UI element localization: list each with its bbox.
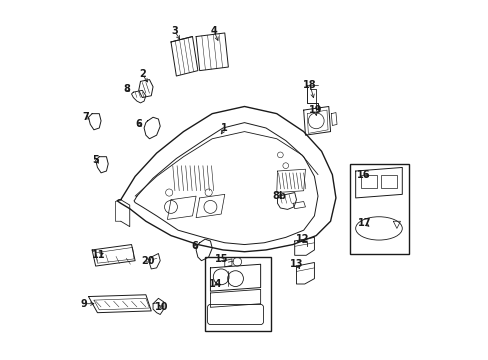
Text: 6: 6 xyxy=(135,120,142,129)
Text: 20: 20 xyxy=(141,256,154,266)
Bar xyxy=(349,164,408,253)
Text: 4: 4 xyxy=(210,26,217,36)
Text: 2: 2 xyxy=(139,69,145,79)
Text: 17: 17 xyxy=(357,218,370,228)
Text: 7: 7 xyxy=(82,112,89,122)
Bar xyxy=(360,175,376,188)
Text: 16: 16 xyxy=(356,170,370,180)
Text: 18: 18 xyxy=(303,80,316,90)
Text: 8b: 8b xyxy=(272,191,286,201)
Text: 13: 13 xyxy=(289,259,303,269)
Text: 8: 8 xyxy=(123,84,130,94)
Text: 12: 12 xyxy=(295,234,309,244)
Text: 6: 6 xyxy=(191,241,198,251)
Bar xyxy=(204,257,271,330)
Text: 15: 15 xyxy=(214,254,227,264)
Bar xyxy=(380,175,396,188)
Text: 9: 9 xyxy=(81,299,87,309)
Text: 19: 19 xyxy=(308,105,322,115)
Text: 5: 5 xyxy=(92,155,99,165)
Text: 3: 3 xyxy=(171,26,178,36)
Text: 11: 11 xyxy=(92,250,105,260)
Text: 10: 10 xyxy=(155,302,168,312)
Text: 1: 1 xyxy=(221,123,228,133)
Text: 14: 14 xyxy=(209,279,222,289)
